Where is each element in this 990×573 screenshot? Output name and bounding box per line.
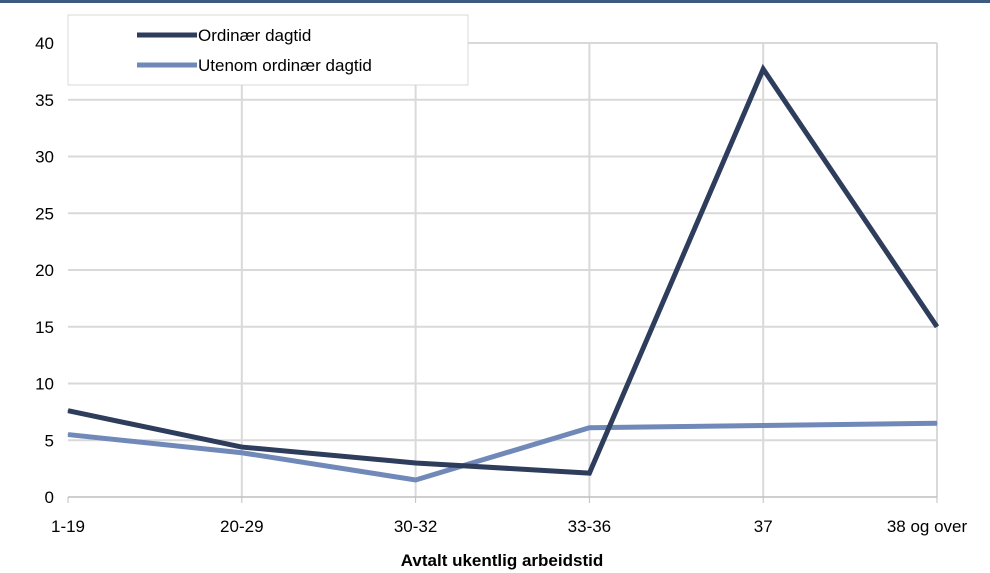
x-tick-label: 38 og over [887, 517, 968, 536]
y-tick-label: 40 [35, 34, 54, 53]
y-tick-label: 10 [35, 375, 54, 394]
y-tick-label: 5 [45, 431, 54, 450]
data-point [241, 446, 243, 448]
y-tick-label: 35 [35, 91, 54, 110]
gridlines [67, 42, 938, 503]
data-point [588, 472, 590, 474]
x-tick-label: 30-32 [394, 517, 437, 536]
x-tick-label: 37 [754, 517, 773, 536]
data-point [762, 424, 764, 426]
y-tick-label: 25 [35, 204, 54, 223]
data-point [415, 462, 417, 464]
data-point [762, 68, 764, 70]
y-tick-label: 0 [45, 488, 54, 507]
series-line-1 [67, 63, 940, 476]
data-point [241, 452, 243, 454]
legend-label-1: Ordinær dagtid [198, 26, 311, 45]
legend-label-2: Utenom ordinær dagtid [198, 56, 372, 75]
data-point [415, 479, 417, 481]
tick-labels: 0 5 10 15 20 25 30 35 40 1-19 20-29 30-32 33-36 37 38 … [35, 34, 967, 536]
data-point [936, 422, 938, 424]
x-tick-label: 33-36 [568, 517, 611, 536]
legend-box [67, 14, 469, 86]
y-tick-label: 30 [35, 148, 54, 167]
top-rule [0, 0, 990, 3]
y-tick-label: 20 [35, 261, 54, 280]
data-point [588, 427, 590, 429]
series-line-2 [67, 420, 938, 483]
series-lines [67, 63, 940, 483]
legend: Ordinær dagtid Utenom ordinær dagtid [67, 14, 469, 86]
data-point [67, 434, 69, 436]
data-point [67, 410, 69, 412]
x-tick-label: 20-29 [220, 517, 263, 536]
x-axis-title: Avtalt ukentlig arbeidstid [401, 551, 603, 570]
y-tick-label: 15 [35, 318, 54, 337]
x-tick-label: 1-19 [51, 517, 85, 536]
data-point [936, 326, 938, 328]
